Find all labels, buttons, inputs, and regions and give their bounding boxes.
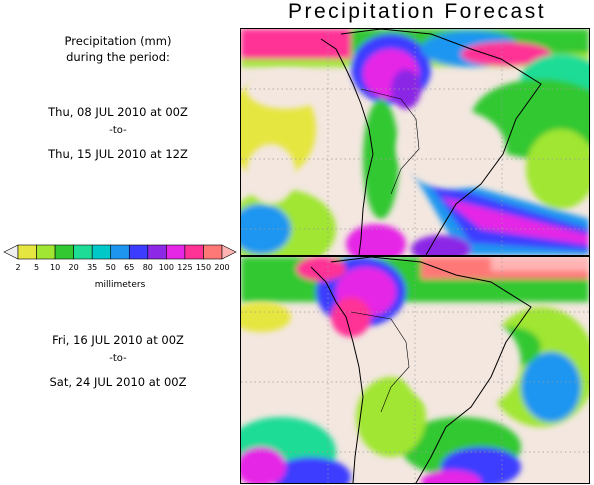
legend-color-box [110, 244, 130, 260]
legend-level-label: 65 [124, 263, 134, 272]
legend-level-label: 20 [69, 263, 79, 272]
legend-level-label: 200 [214, 263, 229, 272]
period2-to: -to- [109, 353, 127, 364]
legend-arrow-low [3, 244, 19, 260]
period1-to: -to- [109, 125, 127, 136]
forecast-map-period-1 [240, 28, 590, 256]
legend-color-box [203, 244, 223, 260]
legend-color-box [73, 244, 93, 260]
legend-arrow-high [221, 244, 237, 260]
forecast-map-period-2 [240, 256, 590, 484]
legend-level-label: 5 [34, 263, 39, 272]
legend-color-box [17, 244, 37, 260]
legend-color-box [166, 244, 186, 260]
legend-level-label: 150 [196, 263, 211, 272]
period1-end: Thu, 15 JUL 2010 at 12Z [48, 147, 188, 161]
legend-level-label: 125 [177, 263, 192, 272]
legend-color-box [91, 244, 112, 260]
color-legend: 2 5 10 20 35 50 65 80 100 125 150 200 millimeters [3, 244, 237, 290]
legend-level-label: 50 [106, 263, 116, 272]
caption-line-2: during the period: [66, 50, 170, 64]
legend-level-label: 80 [143, 263, 153, 272]
legend-level-label: 10 [50, 263, 60, 272]
period2-end: Sat, 24 JUL 2010 at 00Z [49, 375, 187, 389]
legend-units: millimeters [95, 280, 146, 290]
legend-level-label: 100 [159, 263, 174, 272]
legend-color-box [147, 244, 167, 260]
legend-color-box [54, 244, 74, 260]
period1-start: Thu, 08 JUL 2010 at 00Z [48, 105, 188, 119]
legend-color-box [128, 244, 149, 260]
legend-color-box [36, 244, 56, 260]
caption-line-1: Precipitation (mm) [64, 34, 172, 48]
legend-level-label: 2 [15, 263, 20, 272]
legend-color-box [184, 244, 204, 260]
legend-level-label: 35 [87, 263, 97, 272]
period2-start: Fri, 16 JUL 2010 at 00Z [52, 333, 184, 347]
page-title: Precipitation Forecast [287, 0, 547, 23]
